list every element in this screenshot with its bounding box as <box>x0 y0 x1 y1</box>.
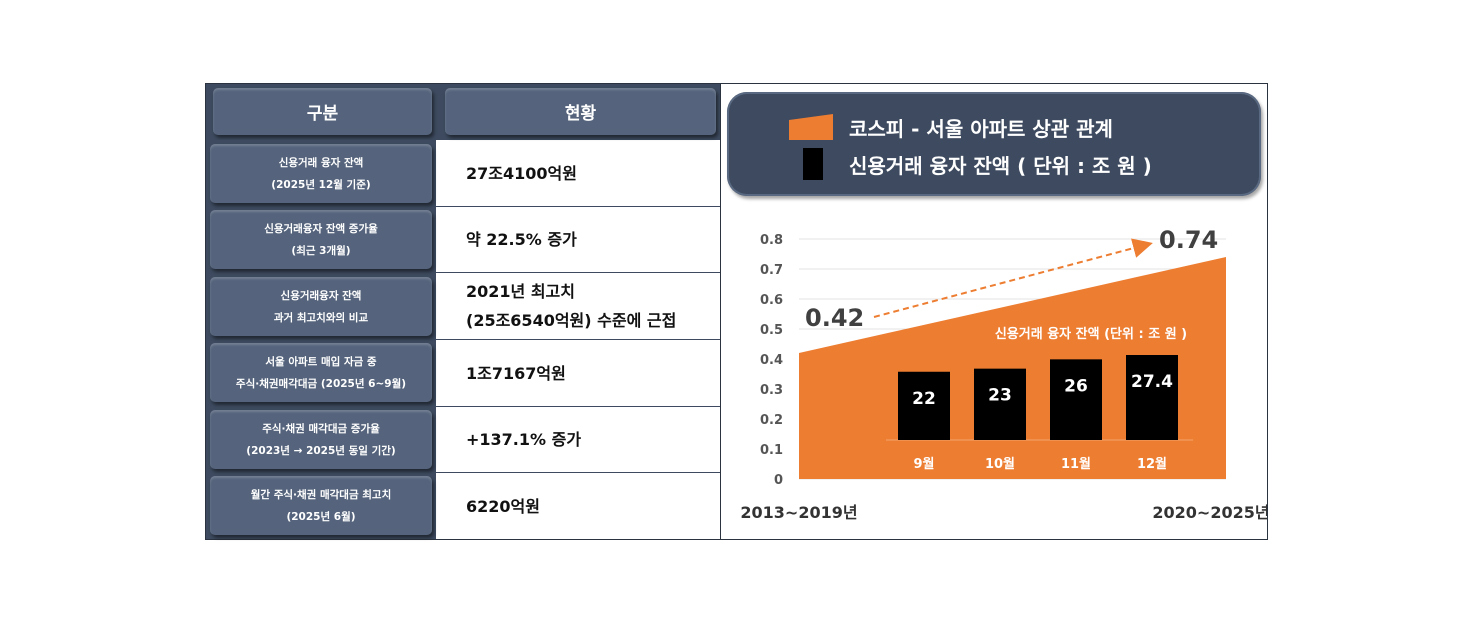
y-tick-label: 0.2 <box>760 413 783 428</box>
row-label-growth-rate: 신용거래융자 잔액 증가율 (최근 3개월) <box>210 210 432 269</box>
row-value-monthly-peak: 6220억원 <box>436 473 720 539</box>
value-line1: 약 22.5% 증가 <box>466 230 577 249</box>
label-column: 신용거래 융자 잔액 (2025년 12월 기준) 신용거래융자 잔액 증가율 … <box>206 140 436 539</box>
y-tick-label: 0.1 <box>760 443 783 458</box>
row-label-line1: 신용거래융자 잔액 증가율 <box>264 222 378 235</box>
infographic-frame: 구분 현황 신용거래 융자 잔액 (2025년 12월 기준) 신용거래융자 잔… <box>205 83 1268 540</box>
value-line1: 6220억원 <box>466 496 540 516</box>
row-label-line1: 주식·채권 매각대금 증가율 <box>262 422 380 435</box>
row-label-line2: (2025년 12월 기준) <box>271 178 371 191</box>
legend-area-swatch <box>789 114 833 140</box>
bar-category-label: 9월 <box>913 456 934 472</box>
bar-data-label: 26 <box>1064 376 1088 396</box>
y-tick-label: 0.7 <box>760 263 783 278</box>
value-line1: 27조4100억원 <box>466 163 577 183</box>
row-value-past-peak: 2021년 최고치 (25조6540억원) 수준에 근접 <box>436 273 720 340</box>
bar-category-label: 10월 <box>985 456 1015 472</box>
value-line1: 2021년 최고치 <box>466 282 575 301</box>
header-category: 구분 <box>213 88 432 135</box>
y-tick-label: 0.3 <box>760 383 783 398</box>
x-tick-label-start: 2013~2019년 <box>740 503 857 522</box>
row-label-monthly-peak: 월간 주식·채권 매각대금 최고치 (2025년 6월) <box>210 476 432 535</box>
row-label-apt-funds: 서울 아파트 매입 자금 중 주식·채권매각대금 (2025년 6~9월) <box>210 343 432 402</box>
row-label-line1: 신용거래 융자 잔액 <box>278 156 364 169</box>
row-label-past-peak: 신용거래융자 잔액 과거 최고치와의 비교 <box>210 277 432 336</box>
row-label-line1: 월간 주식·채권 매각대금 최고치 <box>250 488 392 501</box>
trend-arrow <box>873 238 1153 318</box>
legend-area-label: 코스피 - 서울 아파트 상관 관계 <box>849 117 1113 141</box>
status-table: 구분 현황 신용거래 융자 잔액 (2025년 12월 기준) 신용거래융자 잔… <box>206 84 720 539</box>
row-label-line2: (2023년 → 2025년 동일 기간) <box>246 444 396 457</box>
row-value-sale-growth: +137.1% 증가 <box>436 407 720 473</box>
bar-2 <box>974 368 1026 440</box>
x-tick-label-end: 2020~2025년 <box>1152 503 1267 522</box>
bar-4 <box>1126 355 1178 440</box>
bar-1 <box>898 371 950 440</box>
row-value-apt-funds: 1조7167억원 <box>436 340 720 407</box>
row-label-sale-growth: 주식·채권 매각대금 증가율 (2023년 → 2025년 동일 기간) <box>210 410 432 469</box>
legend-bar-swatch <box>803 148 823 180</box>
row-label-line2: (2025년 6월) <box>286 510 356 523</box>
y-tick-label: 0.5 <box>760 323 783 338</box>
row-label-line2: (최근 3개월) <box>291 244 351 257</box>
row-label-line2: 주식·채권매각대금 (2025년 6~9월) <box>235 377 407 390</box>
bar-3 <box>1050 359 1102 440</box>
row-label-line2: 과거 최고치와의 비교 <box>273 311 369 324</box>
row-label-credit-balance: 신용거래 융자 잔액 (2025년 12월 기준) <box>210 144 432 203</box>
area-data-label-start: 0.42 <box>805 304 864 332</box>
value-line1: +137.1% 증가 <box>466 430 582 449</box>
row-value-growth-rate: 약 22.5% 증가 <box>436 207 720 273</box>
bar-data-label: 27.4 <box>1131 372 1173 392</box>
y-tick-label: 0.6 <box>760 293 783 308</box>
y-tick-label: 0.4 <box>760 353 783 368</box>
row-label-line1: 신용거래융자 잔액 <box>280 289 362 302</box>
column-divider <box>720 84 721 539</box>
header-status: 현황 <box>445 88 716 135</box>
bar-category-label: 11월 <box>1061 456 1091 472</box>
combo-chart: 0 0.1 0.2 0.3 0.4 0.5 0.6 0.7 0.8 0.42 0.74 2013~20… <box>740 226 1267 522</box>
chart-legend: 코스피 - 서울 아파트 상관 관계 신용거래 융자 잔액 ( 단위 : 조 원… <box>727 92 1261 196</box>
legend-bar-label: 신용거래 융자 잔액 ( 단위 : 조 원 ) <box>849 154 1152 178</box>
value-line1: 1조7167억원 <box>466 363 566 383</box>
chart-panel: 코스피 - 서울 아파트 상관 관계 신용거래 융자 잔액 ( 단위 : 조 원… <box>721 84 1267 539</box>
bar-data-label: 23 <box>988 386 1012 406</box>
area-data-label-end: 0.74 <box>1159 226 1218 254</box>
bar-category-label: 12월 <box>1137 456 1167 472</box>
bar-chart-title: 신용거래 융자 잔액 (단위 : 조 원 ) <box>995 326 1187 342</box>
y-tick-label: 0 <box>774 473 783 488</box>
y-tick-label: 0.8 <box>760 233 783 248</box>
value-line2: (25조6540억원) 수준에 근접 <box>466 311 677 330</box>
row-label-line1: 서울 아파트 매입 자금 중 <box>265 355 377 368</box>
bar-data-label: 22 <box>912 389 936 409</box>
row-value-credit-balance: 27조4100억원 <box>436 140 720 207</box>
